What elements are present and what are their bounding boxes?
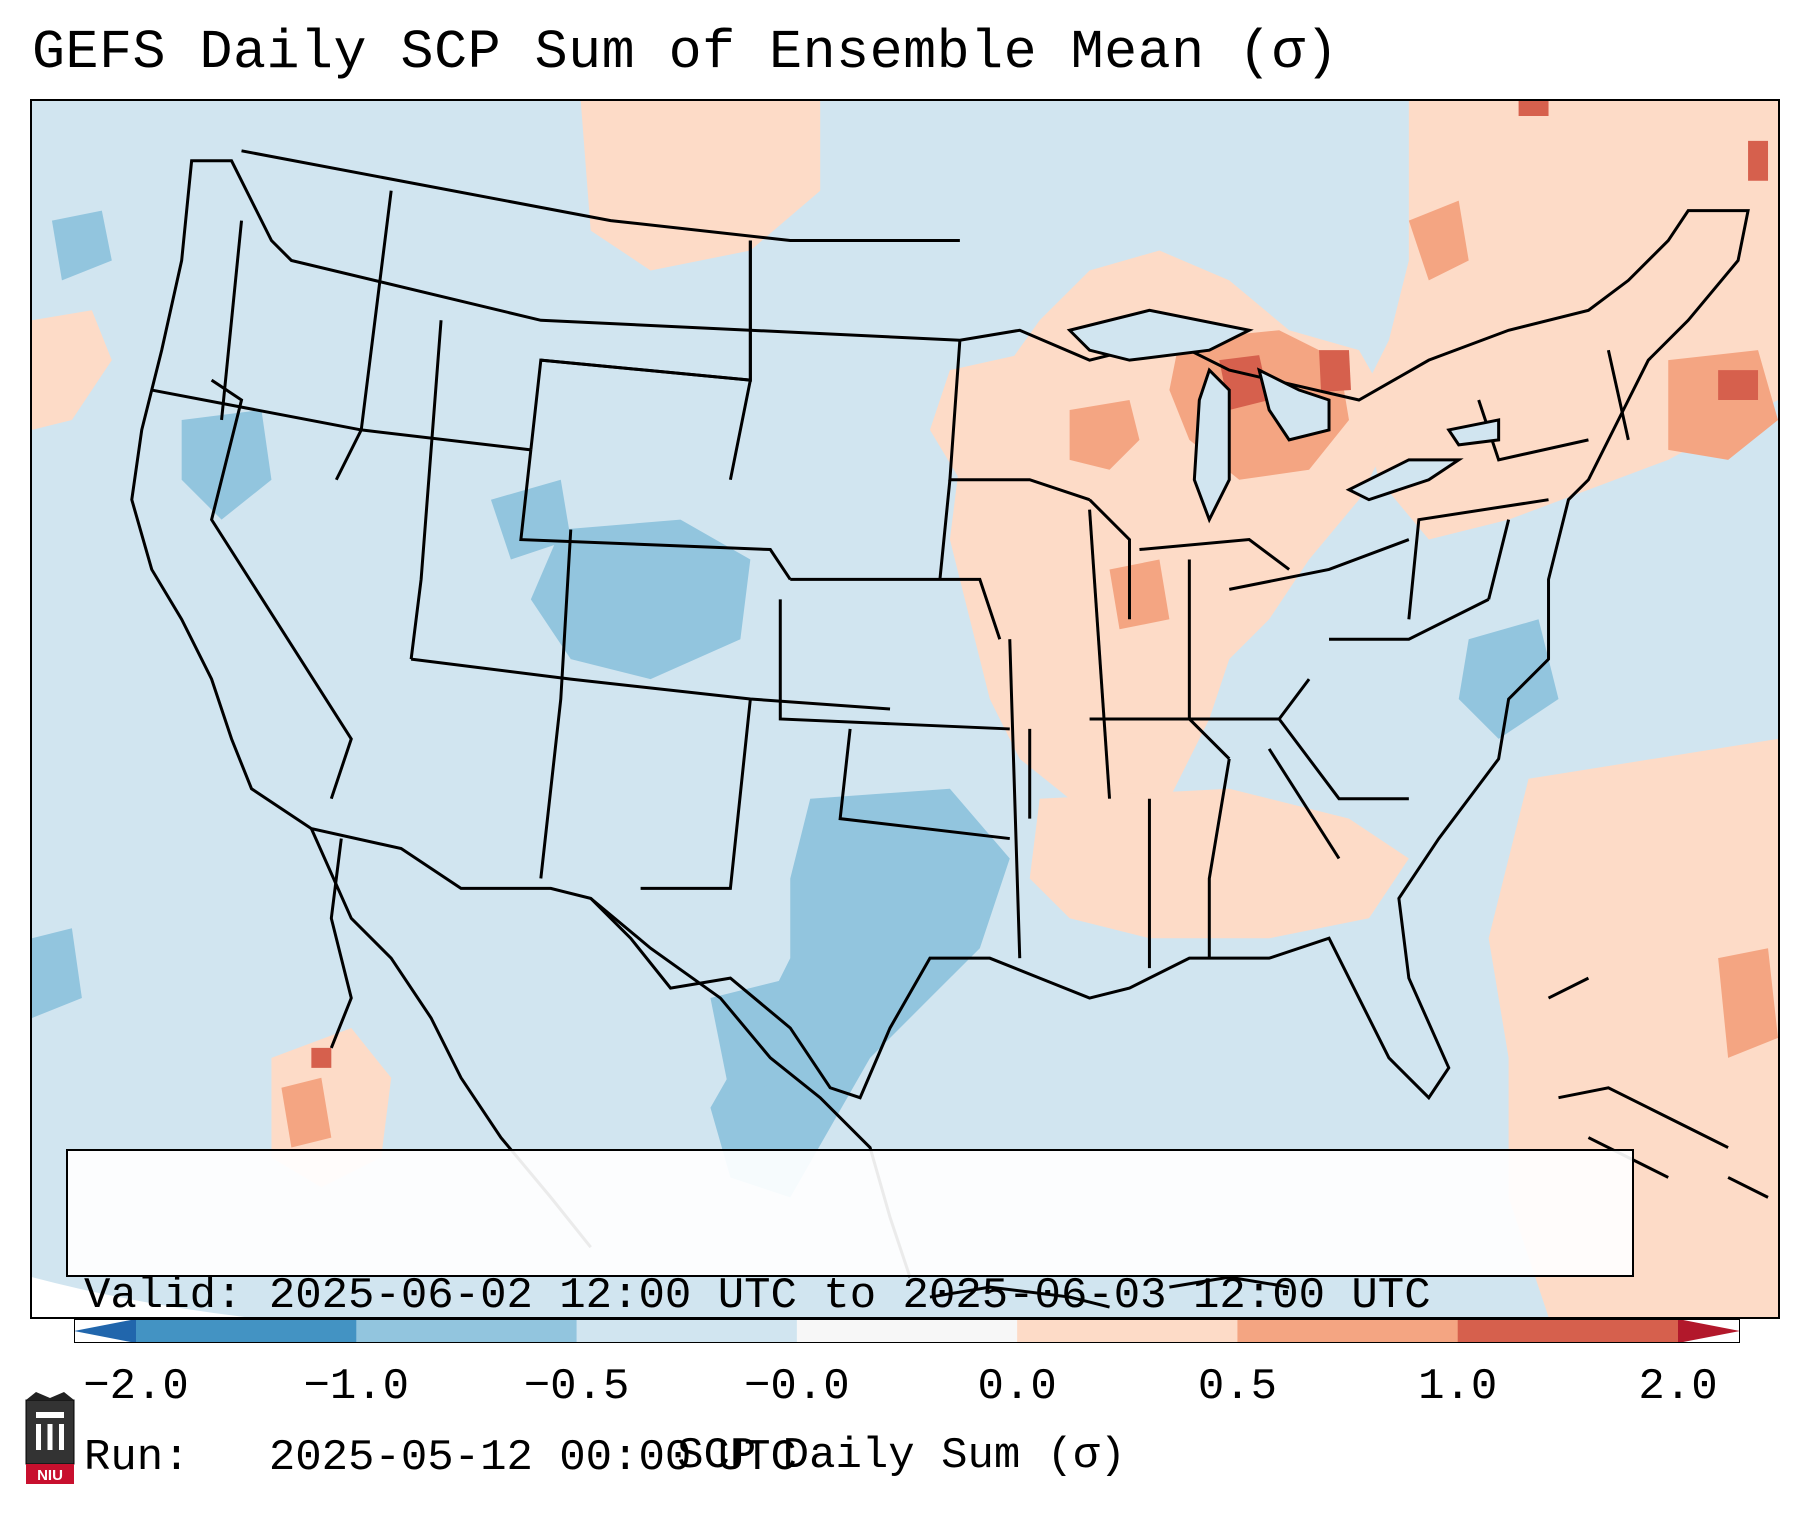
colorbar [74, 1319, 1740, 1343]
valid-time-text: Valid: 2025-06-02 12:00 UTC to 2025-06-0… [84, 1271, 1431, 1321]
colorbar-bin [1237, 1319, 1459, 1343]
colorbar-tick-label: −0.5 [523, 1362, 630, 1412]
map-title: GEFS Daily SCP Sum of Ensemble Mean (σ) [32, 21, 1339, 84]
map-panel [30, 99, 1780, 1319]
colorbar-bin [576, 1319, 798, 1343]
valid-run-info-box: Valid: 2025-06-02 12:00 UTC to 2025-06-0… [66, 1149, 1634, 1483]
colorbar-tick-label: 1.0 [1418, 1362, 1498, 1412]
run-time-text: Run: 2025-05-12 00:00 UTC [84, 1433, 797, 1483]
colorbar-tick-label: −0.0 [744, 1362, 850, 1412]
state-boundaries [130, 149, 1750, 1101]
colorbar-tick-label: 2.0 [1638, 1362, 1718, 1412]
colorbar-bin [356, 1319, 578, 1343]
colorbar-bin [1678, 1319, 1740, 1343]
colorbar-bin [1457, 1319, 1679, 1343]
colorbar-tick-label: 0.0 [977, 1362, 1057, 1412]
logo-text: NIU [37, 1467, 63, 1484]
strong-positive-patches [311, 101, 1769, 1068]
niu-logo: NIU [25, 1392, 75, 1484]
colorbar-tick-label: −1.0 [303, 1362, 410, 1412]
great-lakes [1066, 308, 1501, 524]
colorbar-label: SCP Daily Sum (σ) [677, 1431, 1126, 1481]
map-canvas [32, 101, 1778, 1317]
map-projection-edge [32, 1277, 245, 1317]
colorbar-tick-label: 0.5 [1197, 1362, 1278, 1412]
colorbar-bin [1017, 1319, 1238, 1343]
colorbar-bin [74, 1319, 136, 1343]
colorbar-bins [74, 1319, 1740, 1343]
colorbar-bin [796, 1319, 1018, 1343]
colorbar-bin [136, 1319, 357, 1343]
colorbar-tick-label: −2.0 [83, 1362, 189, 1412]
mexico-and-caribbean-coast [309, 827, 1769, 1309]
